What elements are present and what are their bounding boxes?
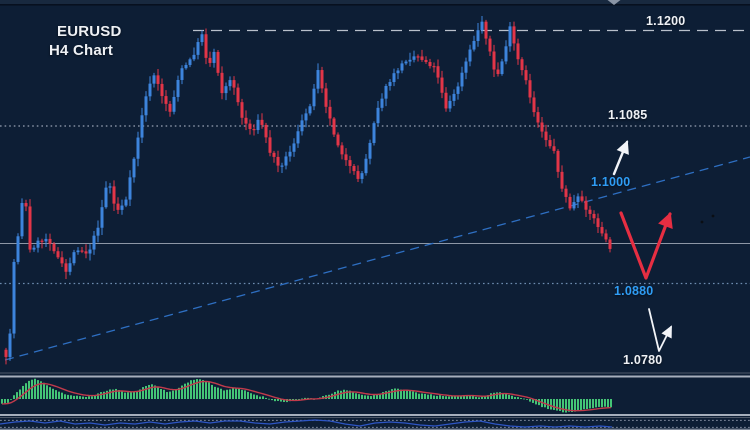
level-label-1-1085: 1.1085 xyxy=(608,108,648,122)
symbol-label: EURUSD xyxy=(57,23,122,40)
level-label-1-1200: 1.1200 xyxy=(646,14,686,28)
timeframe-label: H4 Chart xyxy=(49,42,114,59)
level-label-1-0780: 1.0780 xyxy=(623,353,663,367)
trendline-label-1-1000: 1.1000 xyxy=(591,175,631,189)
level-label-1-0880: 1.0880 xyxy=(614,284,654,298)
